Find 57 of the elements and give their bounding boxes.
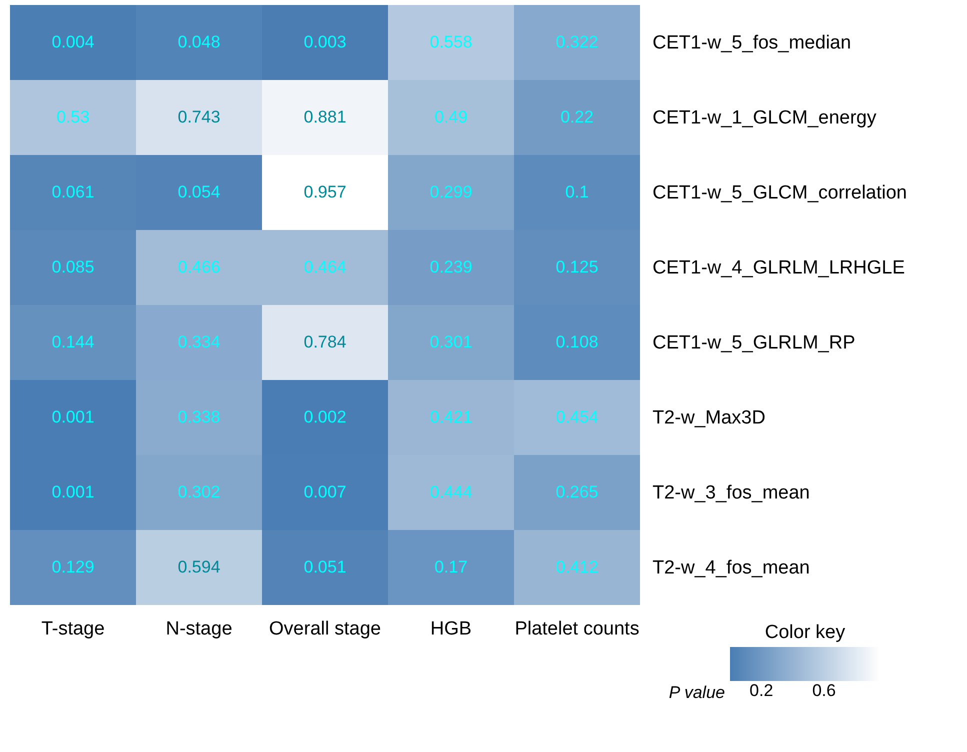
y-tick-label: T2-w_Max3D xyxy=(652,408,766,428)
color-bar-label: 0.6 xyxy=(812,681,836,700)
data-label: 0.49 xyxy=(434,108,468,126)
x-tick-label: Overall stage xyxy=(269,618,381,640)
x-tick-label: HGB xyxy=(430,618,472,640)
y-tick-label: T2-w_4_fos_mean xyxy=(652,558,810,578)
data-label: 0.302 xyxy=(178,482,220,502)
data-label: 0.466 xyxy=(178,258,220,276)
y-tick-label: CET1-w_5_GLRLM_RP xyxy=(652,332,856,354)
data-label: 0.054 xyxy=(178,182,220,202)
legend-title: Color key xyxy=(764,622,846,643)
data-label: 0.265 xyxy=(556,482,598,502)
data-label: 0.322 xyxy=(556,32,598,52)
data-label: 0.444 xyxy=(430,482,472,502)
data-label: 0.129 xyxy=(52,558,94,576)
data-label: 0.239 xyxy=(430,258,472,276)
data-label: 0.338 xyxy=(178,408,220,426)
data-label: 0.125 xyxy=(556,258,598,276)
x-tick-label: N-stage xyxy=(166,618,232,640)
data-label: 0.22 xyxy=(560,108,594,126)
data-label: 0.301 xyxy=(430,332,472,352)
color-bar-title: P value xyxy=(668,683,725,702)
data-label: 0.007 xyxy=(304,482,346,502)
data-label: 0.051 xyxy=(304,558,346,576)
data-label: 0.001 xyxy=(52,482,94,502)
data-label: 0.881 xyxy=(304,108,346,126)
data-label: 0.454 xyxy=(556,408,598,426)
data-label: 0.085 xyxy=(52,258,94,276)
data-label: 0.594 xyxy=(178,558,220,576)
data-label: 0.003 xyxy=(304,32,346,52)
data-label: 0.001 xyxy=(52,408,94,426)
y-tick-label: T2-w_3_fos_mean xyxy=(652,482,810,504)
data-label: 0.53 xyxy=(56,108,90,126)
data-label: 0.784 xyxy=(304,332,346,352)
data-label: 0.108 xyxy=(556,332,598,352)
x-tick-label: T-stage xyxy=(41,618,105,640)
data-label: 0.743 xyxy=(178,108,220,126)
color-bar-label: 0.2 xyxy=(750,681,774,700)
y-tick-label: CET1-w_5_GLCM_correlation xyxy=(652,182,907,204)
y-tick-label: CET1-w_1_GLCM_energy xyxy=(652,108,877,128)
data-label: 0.004 xyxy=(52,32,94,52)
data-label: 0.299 xyxy=(430,182,472,202)
data-label: 0.558 xyxy=(430,32,472,52)
data-label: 0.061 xyxy=(52,182,94,202)
y-tick-label: CET1-w_5_fos_median xyxy=(652,32,852,54)
data-label: 0.957 xyxy=(304,182,346,202)
data-label: 0.412 xyxy=(556,558,598,576)
data-label: 0.464 xyxy=(304,258,346,276)
data-label: 0.144 xyxy=(52,332,94,352)
data-label: 0.17 xyxy=(434,558,468,576)
data-label: 0.048 xyxy=(178,32,220,52)
y-tick-label: CET1-w_4_GLRLM_LRHGLE xyxy=(652,258,905,278)
x-tick-label: Platelet counts xyxy=(514,618,640,640)
data-label: 0.1 xyxy=(565,182,589,202)
data-label: 0.421 xyxy=(430,408,472,426)
data-label: 0.002 xyxy=(304,408,346,426)
data-label: 0.334 xyxy=(178,332,220,352)
